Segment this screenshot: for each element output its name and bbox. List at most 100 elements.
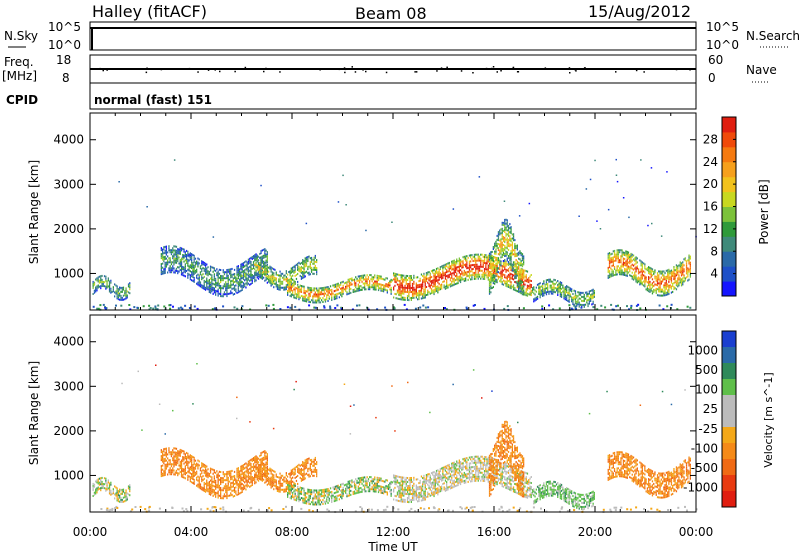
power-cell xyxy=(656,278,659,281)
power-cell xyxy=(192,270,194,272)
velocity-cell xyxy=(208,487,210,489)
power-cell xyxy=(398,285,400,288)
power-cell xyxy=(630,254,632,257)
power-cell xyxy=(544,285,546,288)
power-cell xyxy=(442,266,444,269)
velocity-cell xyxy=(250,484,252,487)
power-cell xyxy=(390,292,392,295)
power-cell xyxy=(333,286,335,289)
power-cell xyxy=(187,250,189,253)
power-cell xyxy=(626,250,628,253)
power-cell xyxy=(302,267,304,269)
velocity-cell xyxy=(225,489,227,492)
power-ground-point xyxy=(635,304,638,307)
power-cell xyxy=(162,270,164,273)
power-cell xyxy=(507,226,510,229)
power-cell xyxy=(632,258,635,261)
power-cell xyxy=(188,273,190,276)
power-cell xyxy=(232,279,234,282)
velocity-cell xyxy=(174,471,176,474)
power-cell xyxy=(366,278,368,281)
power-cell xyxy=(274,276,276,279)
power-cell xyxy=(664,278,666,281)
power-cell xyxy=(494,282,496,285)
power-cell xyxy=(477,275,479,278)
velocity-cell xyxy=(209,489,212,492)
power-cell xyxy=(235,280,237,283)
velocity-cell xyxy=(165,451,167,454)
power-cell xyxy=(492,271,494,274)
power-cell xyxy=(520,260,522,263)
power-cell xyxy=(169,257,171,260)
power-cell xyxy=(382,284,385,287)
power-cell xyxy=(294,290,296,293)
power-ground-point xyxy=(414,307,417,310)
freq-point xyxy=(244,66,247,69)
power-cell xyxy=(218,292,221,295)
power-cell xyxy=(497,277,500,280)
power-cell xyxy=(107,285,109,288)
power-cell xyxy=(680,282,683,285)
power-cell xyxy=(192,274,194,276)
power-cell xyxy=(206,285,208,288)
power-cell xyxy=(611,256,613,259)
power-cell xyxy=(230,274,232,277)
power-cell xyxy=(261,255,263,258)
power-ground-point xyxy=(241,305,244,308)
power-cell xyxy=(279,270,281,273)
power-cell xyxy=(211,288,213,291)
velocity-cell xyxy=(206,489,208,492)
power-cell xyxy=(502,223,505,226)
power-cell xyxy=(501,227,503,230)
power-cell xyxy=(488,284,491,287)
velocity-cell xyxy=(199,473,202,476)
velocity-cell xyxy=(251,482,253,484)
power-cell xyxy=(119,288,121,291)
power-cell xyxy=(572,303,574,306)
power-cell xyxy=(645,288,647,291)
power-cell xyxy=(382,278,385,281)
power-cell xyxy=(350,291,352,294)
velocity-cell xyxy=(227,470,229,473)
power-cell xyxy=(500,252,502,255)
power-cell xyxy=(422,293,424,296)
velocity-cell xyxy=(187,454,189,457)
power-ground-point xyxy=(329,305,332,308)
velocity-cell xyxy=(211,490,213,493)
power-cell xyxy=(574,296,577,299)
power-cell xyxy=(297,266,299,269)
cpid-panel xyxy=(89,82,697,110)
velocity-cell xyxy=(206,465,208,468)
power-cell xyxy=(481,269,483,272)
power-cell xyxy=(266,263,268,266)
power-cell xyxy=(249,275,251,278)
power-cell xyxy=(511,265,513,268)
velocity-cell xyxy=(168,459,170,462)
power-cell xyxy=(250,256,252,259)
power-cell xyxy=(654,275,656,278)
power-cell xyxy=(263,270,265,273)
power-cell xyxy=(249,269,251,272)
power-cell xyxy=(228,278,231,281)
power-noise-point xyxy=(365,229,367,232)
velocity-cell xyxy=(240,481,242,484)
power-cell xyxy=(287,281,289,284)
velocity-cell xyxy=(189,468,191,471)
power-cell xyxy=(677,267,679,270)
power-cell xyxy=(385,289,387,292)
power-cell xyxy=(341,291,343,294)
power-cell xyxy=(294,286,296,289)
power-cell xyxy=(207,272,209,275)
power-cell xyxy=(492,266,494,268)
power-cell xyxy=(182,248,184,250)
velocity-cell xyxy=(250,480,252,483)
power-cell xyxy=(413,288,415,291)
power-cell xyxy=(308,296,310,299)
velocity-cell xyxy=(215,493,217,496)
velocity-cell xyxy=(170,453,173,456)
power-cell xyxy=(115,284,117,287)
power-cell xyxy=(534,289,536,292)
power-cell xyxy=(497,249,500,252)
power-cell xyxy=(264,269,266,272)
power-cell xyxy=(448,261,450,264)
